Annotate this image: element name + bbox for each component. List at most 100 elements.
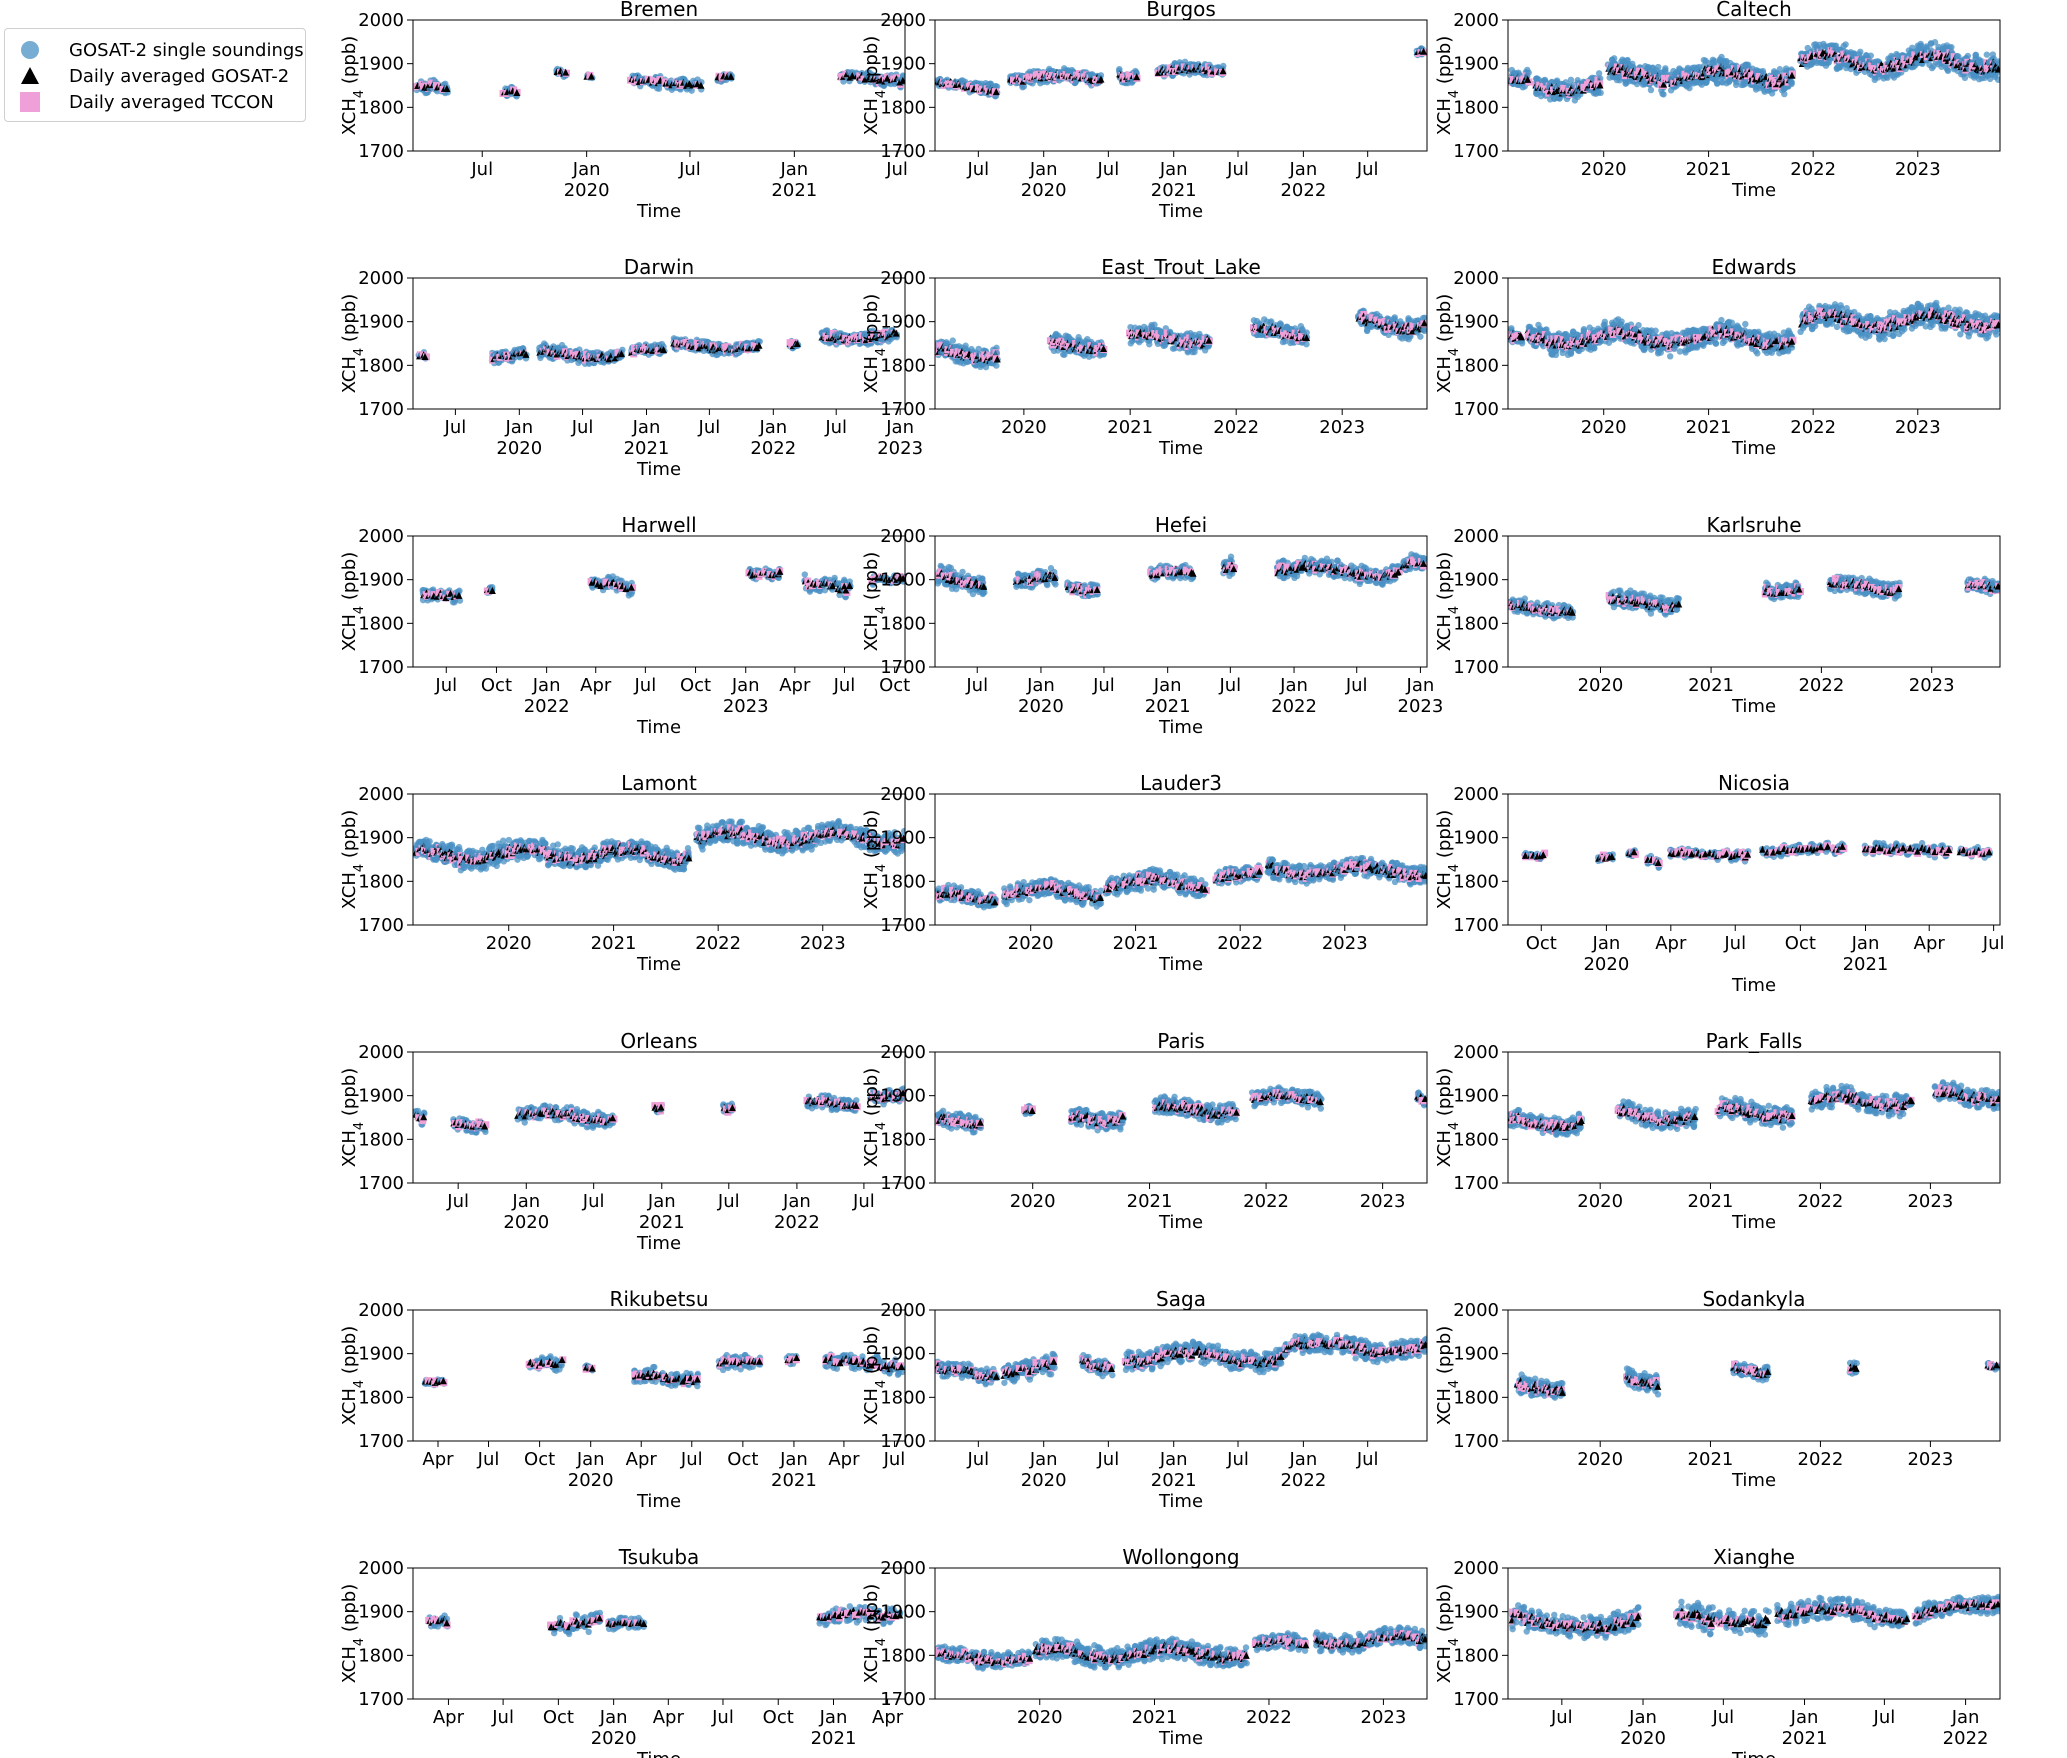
sounding-point <box>1597 89 1604 97</box>
y-axis-label: XCH4 (ppb) <box>339 36 367 135</box>
x-tick-label: Jul <box>885 159 908 180</box>
gosat2-daily-point <box>993 355 1001 363</box>
sounding-point <box>698 78 705 86</box>
sounding-point <box>1654 63 1662 71</box>
plot-frame <box>1507 19 2001 152</box>
data-markers <box>935 307 1427 371</box>
tccon-daily-point <box>1078 344 1086 352</box>
sounding-point <box>1994 76 2000 83</box>
sounding-point <box>1961 74 1969 82</box>
tccon-daily-point <box>1985 65 1993 73</box>
plot-frame <box>412 277 906 410</box>
x-tick-label: 2023 <box>1319 417 1365 438</box>
x-tick-label: Jul <box>678 159 701 180</box>
sounding-point <box>993 349 1001 357</box>
tccon-daily-point <box>1909 57 1917 65</box>
x-tick-label: Jan <box>1029 159 1058 180</box>
x-tick-year-label: 2021 <box>624 438 670 459</box>
y-axis-label: XCH4 (ppb) <box>861 294 889 393</box>
gosat2-daily-point <box>443 84 451 92</box>
sounding-point <box>1686 84 1693 92</box>
y-axis-label: XCH4 (ppb) <box>339 294 367 393</box>
tccon-daily-point <box>586 71 594 79</box>
gosat2-daily-point <box>1133 73 1141 81</box>
gosat2-daily-point <box>883 74 891 82</box>
sounding-point <box>1996 59 2000 67</box>
y-tick-label: 2000 <box>358 268 404 289</box>
sounding-point <box>1931 39 1939 46</box>
y-tick-label: 1900 <box>880 54 926 75</box>
x-tick-label: Jul <box>824 417 847 438</box>
x-tick-label: 2023 <box>1895 159 1941 180</box>
plot-frame <box>412 19 906 152</box>
sounding-point <box>1781 90 1788 98</box>
gosat2-daily-point <box>992 88 1000 96</box>
data-markers <box>1508 39 2000 104</box>
gosat2-daily-point <box>1303 334 1311 342</box>
sounding-point <box>899 73 905 80</box>
x-tick-year-label: 2022 <box>750 438 796 459</box>
y-tick-label: 1700 <box>880 141 926 162</box>
tccon-daily-point <box>1377 318 1385 326</box>
gosat2-daily-point <box>697 81 705 89</box>
sounding-point <box>1660 91 1667 98</box>
x-tick-label: Jan <box>1159 159 1188 180</box>
subplot-title: East_Trout_Lake <box>1101 255 1261 279</box>
y-axis-label: XCH4 (ppb) <box>1434 36 1462 135</box>
subplot-title: Caltech <box>1716 0 1792 21</box>
sounding-point <box>1972 51 1980 59</box>
sounding-point <box>1944 66 1951 73</box>
gosat2-daily-point <box>1100 345 1108 353</box>
x-tick-year-label: 2023 <box>877 438 923 459</box>
sounding-point <box>1842 41 1849 48</box>
x-tick-label: 2020 <box>1001 417 1047 438</box>
tccon-daily-point <box>981 354 989 362</box>
sounding-point <box>1303 329 1310 336</box>
x-tick-label: Jan <box>758 417 787 438</box>
x-tick-label: Jan <box>885 417 914 438</box>
y-tick-label: 1900 <box>1453 54 1499 75</box>
x-tick-year-label: 2020 <box>496 438 542 459</box>
y-tick-label: 1800 <box>358 355 404 376</box>
gosat2-daily-point <box>1660 80 1668 88</box>
y-tick-label: 1700 <box>880 399 926 420</box>
data-markers <box>413 65 905 100</box>
sounding-point <box>1662 65 1669 72</box>
sounding-point <box>1523 72 1531 80</box>
gosat2-daily-point <box>892 329 900 337</box>
data-markers <box>415 326 901 367</box>
y-tick-label: 1800 <box>1453 97 1499 118</box>
sounding-point <box>1268 318 1275 325</box>
x-axis-label: Time <box>1158 201 1203 222</box>
x-tick-label: 2022 <box>1213 417 1259 438</box>
sounding-point <box>1964 52 1972 60</box>
x-tick-year-label: 2020 <box>564 180 610 201</box>
gosat2-daily-point <box>848 72 856 80</box>
gosat2-daily-point <box>660 346 668 354</box>
x-tick-year-label: 2021 <box>771 180 817 201</box>
legend-label: GOSAT-2 single soundings <box>69 40 304 61</box>
gosat2-daily-point <box>755 341 763 349</box>
tccon-daily-point <box>1755 72 1763 80</box>
sounding-point <box>975 345 982 353</box>
sounding-point <box>1745 61 1752 69</box>
gosat2-daily-point <box>1420 47 1427 55</box>
sounding-point <box>1303 341 1310 348</box>
x-tick-label: Jul <box>571 417 594 438</box>
x-tick-label: Jul <box>470 159 493 180</box>
x-tick-label: Jan <box>779 159 808 180</box>
legend-label: Daily averaged TCCON <box>69 92 274 113</box>
y-tick-label: 1700 <box>358 141 404 162</box>
sounding-point <box>1850 50 1858 57</box>
y-tick-label: 1800 <box>880 97 926 118</box>
sounding-point <box>1788 79 1795 86</box>
sounding-point <box>1867 52 1874 59</box>
x-tick-label: Jul <box>444 417 467 438</box>
gosat2-daily-point <box>1097 75 1105 83</box>
gosat2-daily-point <box>522 350 530 358</box>
x-tick-label: Jul <box>966 159 989 180</box>
y-tick-label: 2000 <box>358 10 404 31</box>
